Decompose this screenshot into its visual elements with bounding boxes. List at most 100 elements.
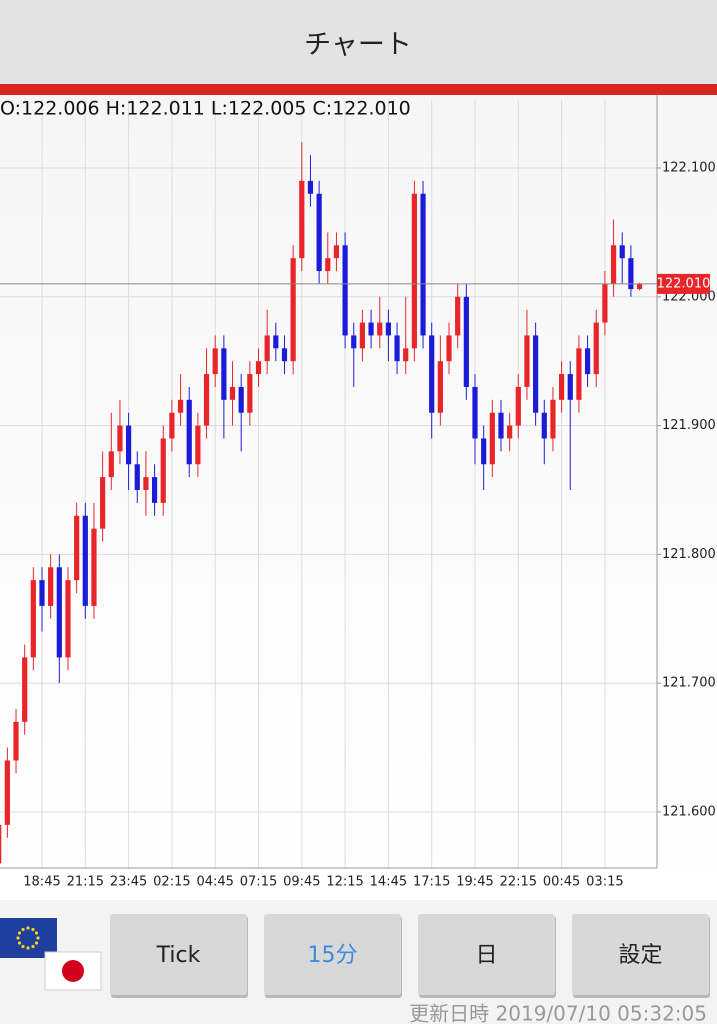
candle-body [489,412,495,465]
candle-body [420,193,426,336]
x-tick-label: 17:15 [413,875,450,890]
x-tick-label: 14:45 [370,875,407,890]
y-tick-label: 121.700 [662,676,716,691]
eu-flag [0,918,57,958]
current-price-box [657,273,710,294]
x-tick-label: 12:15 [326,875,363,890]
candle-body [342,245,348,336]
candle-body [0,824,2,864]
candle-body [533,335,539,413]
candle-body [524,335,530,387]
candle-body [429,335,435,413]
candle-body [619,245,625,259]
candle-body [507,425,513,439]
button[interactable]: 設定 [572,914,710,998]
candle-body [472,386,478,439]
candle-body [221,348,227,400]
candle-body [351,335,357,349]
button[interactable]: Tick [110,914,248,998]
candle-body [437,361,443,413]
candle-body [394,335,400,362]
header-title: チャート [304,30,412,61]
candle-body [628,258,634,290]
candle-body [455,296,461,336]
candle-body [273,335,279,349]
x-tick-label: 23:45 [110,875,147,890]
button[interactable]: 日 [418,914,556,998]
current-price-label: 122.010 [657,276,711,291]
candle-body [48,567,54,606]
x-tick-label: 04:45 [196,875,233,890]
candle-body [4,760,10,825]
candle-body [143,477,149,490]
y-tick-label: 121.800 [662,547,716,562]
candle-body [229,386,236,400]
chart: 18:45 21:15 23:45 02:15 04:45 07:15 09:45 12:15… [0,95,716,890]
update-time: 更新日時 2019/07/10 05:32:05 [409,1002,707,1024]
header-accent [0,84,717,95]
candle-body [117,425,123,452]
candle-body [463,296,469,387]
candle-body [203,374,210,426]
candle-body [82,515,88,606]
button-row: Tick 15分 日 設定 [110,914,710,998]
x-tick-label: 18:45 [23,875,60,890]
candle-body [307,180,314,194]
candle-body [541,412,547,439]
x-tick-label: 07:15 [240,875,277,890]
candle-body [325,258,331,272]
candle-body [567,374,573,400]
candle-body [74,515,80,581]
button-label: Tick [156,943,201,968]
candle-body [411,193,417,349]
candle-body [108,451,114,478]
x-tick-label: 19:45 [456,875,493,890]
candle-body [446,335,452,362]
button-face [264,914,401,995]
button-label: 設定 [618,943,662,968]
candle-body [584,348,591,375]
candle-body [238,386,244,413]
candle-body [281,348,288,362]
candle-body [195,425,201,465]
candle-body [264,335,270,362]
candle-body [247,374,253,413]
candle-body [177,399,184,413]
y-tick-label: 121.600 [662,804,716,819]
candle-body [39,580,45,606]
candle-body [169,412,175,439]
button-face [110,914,247,995]
candle-body [333,245,340,259]
candle-body [186,399,192,465]
jp-flag [44,951,102,991]
candle-body [299,180,305,259]
candle-body [515,386,521,426]
button-label: 日 [475,943,497,968]
candle-body [593,322,599,375]
candle-body [377,322,383,336]
candle-body [255,361,262,375]
button-face [418,914,555,995]
candle-body [160,438,166,503]
x-tick-label: 00:45 [543,875,580,890]
candle-body [290,258,296,362]
candle-body [559,374,565,400]
candle-body [610,245,617,284]
candle-body [22,657,28,722]
candle-body [126,425,132,465]
candle-body [550,399,556,439]
button[interactable]: 15分 [264,914,402,998]
x-tick-label: 09:45 [283,875,320,890]
candle-body [359,322,366,349]
button-label: 15分 [308,943,358,968]
candle-body [212,348,218,375]
candle-body [636,283,643,290]
x-tick-label: 02:15 [153,875,190,890]
candle-body [385,322,391,336]
ohlc-text: O:122.006 H:122.011 L:122.005 C:122.010 [0,98,411,120]
candle-body [13,721,19,761]
candle-body [316,193,322,272]
candle-body [56,567,62,658]
